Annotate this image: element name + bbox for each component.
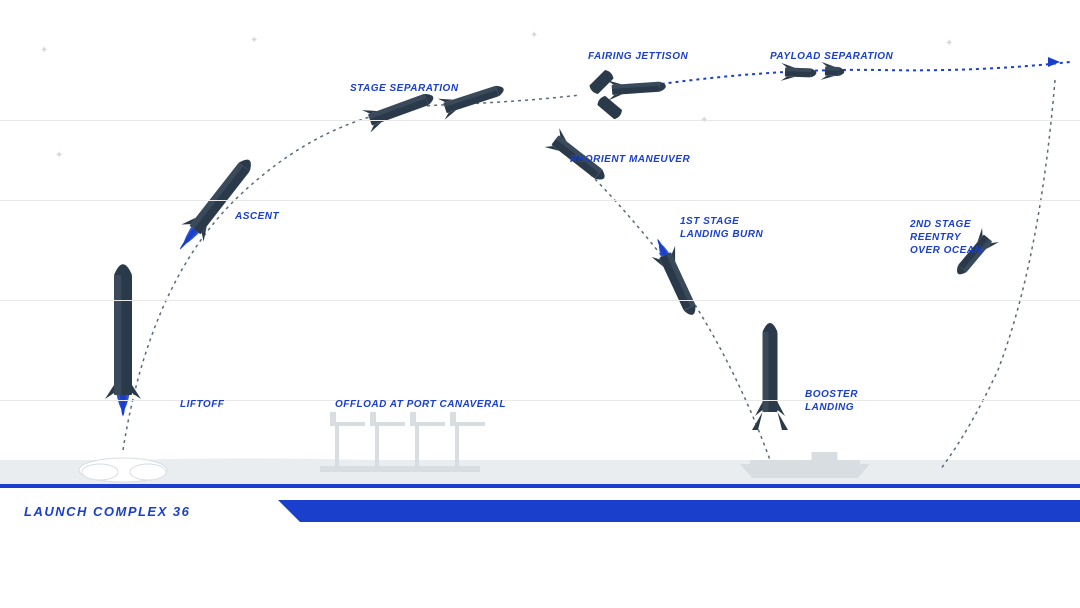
altitude-gridline	[0, 300, 1080, 301]
trajectory-payload	[620, 62, 1070, 90]
star-icon: ✦	[40, 45, 48, 56]
footer-title-block: LAUNCH COMPLEX 36	[0, 500, 300, 522]
star-icon: ✦	[55, 150, 63, 161]
fairing-half-1	[596, 95, 624, 121]
trajectory-ascent	[123, 95, 580, 450]
star-icon: ✦	[700, 115, 708, 126]
event-label-reentry: 2ND STAGE REENTRY OVER OCEAN	[910, 218, 982, 257]
event-label-reorient: REORIENT MANEUVER	[570, 153, 690, 166]
event-label-payload-sep: PAYLOAD SEPARATION	[770, 50, 893, 63]
ground-line	[0, 484, 1080, 488]
star-icon: ✦	[945, 38, 953, 49]
star-icon: ✦	[250, 35, 258, 46]
payload-arrow-icon	[1048, 57, 1060, 67]
landing-ship-silhouette	[740, 452, 870, 478]
event-label-liftoff: LIFTOFF	[180, 398, 224, 411]
event-label-landing-burn: 1ST STAGE LANDING BURN	[680, 215, 763, 241]
event-label-booster-landing: BOOSTER LANDING	[805, 388, 858, 414]
event-label-ascent: ASCENT	[235, 210, 279, 223]
rocket-booster-land	[752, 323, 788, 430]
altitude-gridline	[0, 120, 1080, 121]
footer-bar: LAUNCH COMPLEX 36	[0, 500, 1080, 522]
star-icon: ✦	[530, 30, 538, 41]
rocket-fairing-core	[607, 76, 666, 100]
site-title: LAUNCH COMPLEX 36	[24, 504, 190, 519]
footer-accent-strip	[300, 500, 1080, 522]
rocket-payload-a	[781, 63, 817, 82]
altitude-gridline	[0, 400, 1080, 401]
rocket-ascent-rocket	[169, 152, 261, 258]
altitude-gridline	[0, 200, 1080, 201]
event-label-stage-separation: STAGE SEPARATION	[350, 82, 459, 95]
trajectory-reentry	[940, 80, 1055, 470]
event-label-fairing-jettison: FAIRING JETTISON	[588, 50, 688, 63]
rocket-pad-rocket	[105, 264, 141, 416]
event-label-offload: OFFLOAD AT PORT CANAVERAL	[335, 398, 506, 411]
mission-profile-diagram: LAUNCH COMPLEX 36 ✦ ✦ ✦ ✦ ✦ ✦ LIFTOFF ASCENT STA…	[0, 0, 1080, 608]
